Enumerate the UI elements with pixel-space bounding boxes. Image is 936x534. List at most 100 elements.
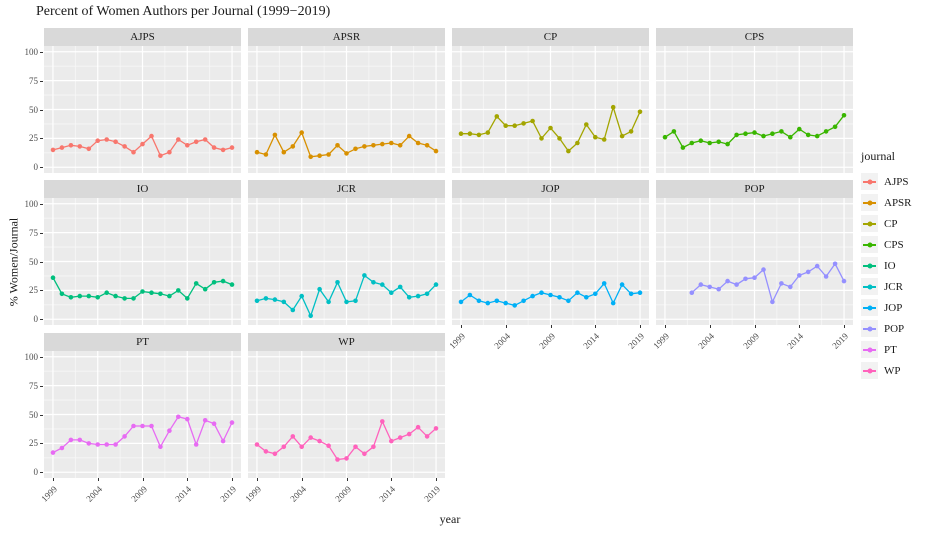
data-point bbox=[689, 140, 695, 146]
data-point bbox=[584, 122, 589, 127]
data-point bbox=[50, 450, 56, 455]
facet-strip-io: IO bbox=[44, 180, 241, 198]
x-tick-mark bbox=[844, 325, 846, 328]
data-point bbox=[50, 275, 56, 280]
data-point bbox=[770, 299, 775, 305]
y-tick-label: 75 bbox=[29, 380, 38, 391]
data-point bbox=[122, 296, 127, 301]
legend-item-pt: PT bbox=[861, 339, 935, 360]
data-point bbox=[263, 449, 269, 454]
data-point bbox=[185, 416, 190, 422]
data-point bbox=[335, 143, 340, 148]
facet-chart-pt bbox=[44, 351, 241, 478]
data-point bbox=[637, 109, 643, 115]
y-tick-label: 100 bbox=[24, 198, 39, 209]
data-point bbox=[281, 149, 287, 155]
facet-strip-wp: WP bbox=[248, 333, 445, 351]
x-tick-mark bbox=[52, 478, 54, 481]
data-point bbox=[229, 282, 235, 287]
data-point bbox=[362, 144, 367, 149]
data-point bbox=[548, 125, 553, 131]
data-point bbox=[628, 291, 634, 297]
data-point bbox=[380, 282, 385, 287]
facet-panel-jop bbox=[452, 198, 649, 325]
data-point bbox=[397, 435, 403, 440]
data-point bbox=[566, 298, 571, 304]
legend-item-apsr: APSR bbox=[861, 192, 935, 213]
data-point bbox=[814, 263, 820, 269]
data-point bbox=[503, 123, 508, 128]
data-point bbox=[752, 130, 757, 135]
data-point bbox=[77, 437, 83, 443]
x-tick-label: 2014 bbox=[581, 331, 602, 351]
data-point bbox=[229, 145, 235, 150]
data-point bbox=[761, 133, 766, 139]
data-point bbox=[59, 291, 65, 297]
data-point bbox=[68, 295, 74, 300]
legend-key-dot bbox=[867, 326, 872, 331]
data-point bbox=[797, 273, 802, 278]
data-point bbox=[353, 444, 358, 450]
x-tick-mark bbox=[595, 325, 597, 328]
facet-chart-cps bbox=[656, 46, 853, 173]
data-point bbox=[752, 275, 757, 280]
data-point bbox=[113, 139, 118, 145]
data-point bbox=[86, 441, 92, 446]
data-point bbox=[406, 295, 412, 300]
data-point bbox=[193, 281, 199, 286]
data-point bbox=[362, 451, 367, 457]
x-tick-mark bbox=[436, 478, 438, 481]
y-tick-mark bbox=[40, 138, 43, 140]
legend-title: journal bbox=[861, 149, 895, 163]
data-point bbox=[406, 431, 412, 437]
x-tick-mark bbox=[232, 478, 234, 481]
data-point bbox=[371, 280, 376, 285]
facet-strip-ajps: AJPS bbox=[44, 28, 241, 46]
data-point bbox=[104, 137, 109, 142]
data-point bbox=[317, 153, 322, 158]
facet-panel-cp bbox=[452, 46, 649, 173]
data-point bbox=[424, 434, 430, 439]
legend-item-wp: WP bbox=[861, 360, 935, 381]
data-point bbox=[734, 132, 739, 138]
data-point bbox=[299, 444, 304, 450]
data-point bbox=[725, 278, 730, 284]
data-point bbox=[122, 434, 127, 439]
legend-label: POP bbox=[884, 322, 905, 335]
data-point bbox=[610, 104, 616, 110]
y-tick-label: 0 bbox=[33, 314, 39, 325]
data-point bbox=[485, 130, 491, 135]
data-point bbox=[761, 267, 766, 272]
data-point bbox=[476, 298, 482, 304]
facet-chart-pop bbox=[656, 198, 853, 325]
y-tick-mark bbox=[40, 232, 43, 234]
facet-panel-cps bbox=[656, 46, 853, 173]
data-point bbox=[104, 442, 109, 447]
data-point bbox=[619, 133, 625, 139]
x-tick-mark bbox=[256, 478, 258, 481]
data-point bbox=[185, 296, 190, 301]
y-tick-label: 25 bbox=[29, 133, 38, 144]
y-tick-mark bbox=[40, 261, 43, 263]
x-tick-mark bbox=[664, 325, 666, 328]
data-point bbox=[458, 299, 464, 305]
data-point bbox=[77, 144, 83, 149]
legend-label: IO bbox=[884, 259, 896, 272]
data-point bbox=[521, 298, 526, 304]
data-point bbox=[424, 143, 430, 148]
data-point bbox=[530, 118, 535, 124]
data-point bbox=[140, 423, 145, 429]
data-point bbox=[229, 420, 235, 425]
facet-strip-cp: CP bbox=[452, 28, 649, 46]
data-point bbox=[317, 286, 322, 292]
y-tick-mark bbox=[40, 167, 43, 169]
legend-key-icon bbox=[861, 278, 878, 295]
facet-panel-wp bbox=[248, 351, 445, 478]
data-point bbox=[113, 293, 118, 299]
y-tick-label: 0 bbox=[33, 162, 39, 173]
data-point bbox=[272, 132, 278, 138]
data-point bbox=[131, 423, 136, 429]
data-point bbox=[86, 146, 92, 152]
data-point bbox=[467, 131, 473, 136]
y-tick-mark bbox=[40, 472, 43, 474]
